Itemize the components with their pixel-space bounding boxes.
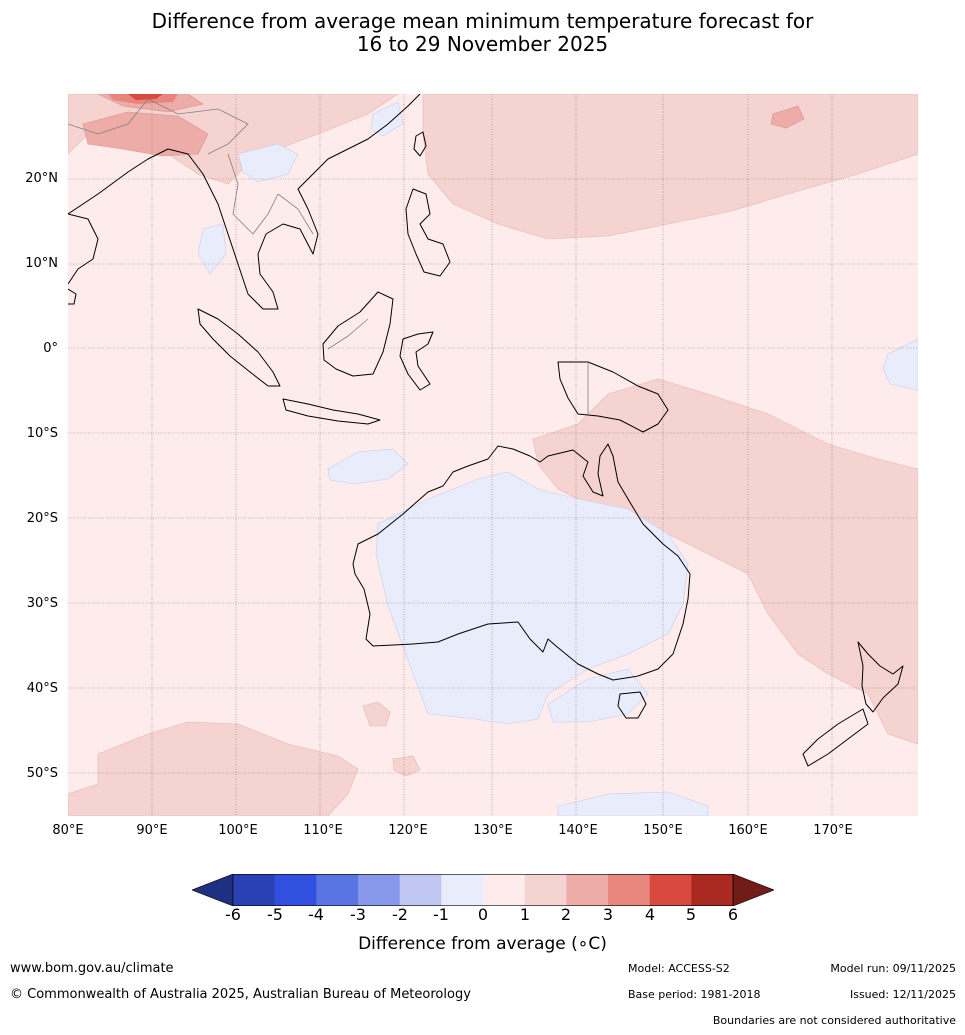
tasmania-coast <box>617 691 647 719</box>
forecast-map <box>68 94 918 816</box>
lat-label-10s: 10°S <box>26 426 58 441</box>
colorbar-tick-3: 3 <box>602 905 614 924</box>
lon-label-150e: 150°E <box>643 823 683 838</box>
colorbar <box>192 874 774 906</box>
country-borders <box>68 98 589 416</box>
colorbar-tick-minus-5: -5 <box>267 905 283 924</box>
india-coast <box>68 213 99 285</box>
anomaly-region-southern-cool <box>557 791 709 816</box>
lon-label-110e: 110°E <box>303 823 343 838</box>
colorbar-label: Difference from average (∘C) <box>358 934 607 954</box>
colorbar-tick-minus-6: -6 <box>225 905 241 924</box>
new-guinea-coast <box>557 361 669 433</box>
asia-mainland-coast <box>68 94 421 310</box>
colorbar-tick-minus-1: -1 <box>433 905 449 924</box>
colorbar-swatch <box>483 874 526 906</box>
lat-label-20n: 20°N <box>25 171 58 186</box>
taiwan-coast <box>413 131 427 157</box>
colorbar-swatch <box>399 874 442 906</box>
lon-label-100e: 100°E <box>218 823 258 838</box>
colorbar-swatch <box>274 874 317 906</box>
colorbar-swatches <box>192 874 774 906</box>
new-zealand-north-coast <box>857 641 904 713</box>
borneo-coast <box>322 291 394 377</box>
colorbar-swatch <box>233 874 276 906</box>
lat-label-30s: 30°S <box>26 596 58 611</box>
anomaly-region-pacific-east-cool <box>882 338 918 391</box>
lon-label-170e: 170°E <box>813 823 853 838</box>
philippines-coast <box>405 188 451 277</box>
colorbar-tick-5: 5 <box>685 905 697 924</box>
anomaly-region-4-5 <box>128 94 163 100</box>
footer-model-run: Model run: 09/11/2025 <box>830 962 956 975</box>
lat-label-50s: 50°S <box>26 766 58 781</box>
footer-copyright: © Commonwealth of Australia 2025, Austra… <box>10 987 471 1002</box>
anomaly-cool-regions <box>197 101 918 816</box>
lat-label-40s: 40°S <box>26 681 58 696</box>
graticule <box>68 94 918 816</box>
lat-label-10n: 10°N <box>25 256 58 271</box>
colorbar-tick-6: 6 <box>727 905 739 924</box>
colorbar-tick-4: 4 <box>644 905 656 924</box>
new-zealand-south-coast <box>802 708 869 767</box>
colorbar-extend-high <box>732 874 774 906</box>
colorbar-extend-low <box>192 874 234 906</box>
anomaly-region-indochina-cool <box>237 143 299 183</box>
lon-label-80e: 80°E <box>52 823 84 838</box>
anomaly-region-australia-cool <box>375 471 689 725</box>
colorbar-tick-2: 2 <box>560 905 572 924</box>
java-coast <box>282 398 381 425</box>
lon-label-130e: 130°E <box>473 823 513 838</box>
anomaly-region-northwest-pacific <box>422 94 918 240</box>
sulawesi-coast <box>399 331 434 391</box>
lon-label-90e: 90°E <box>136 823 168 838</box>
anomaly-region-southern-indian-ocean <box>68 721 359 816</box>
sumatra-coast <box>197 308 281 387</box>
colorbar-tick-1: 1 <box>519 905 531 924</box>
anomaly-region-north-pacific-small <box>770 105 805 129</box>
anomaly-region-nw-cool <box>370 101 404 137</box>
lat-label-20s: 20°S <box>26 511 58 526</box>
colorbar-tick-0: 0 <box>477 905 489 924</box>
colorbar-tick-minus-3: -3 <box>350 905 366 924</box>
colorbar-swatch <box>524 874 567 906</box>
colorbar-swatch <box>608 874 651 906</box>
sri-lanka-coast <box>68 288 77 305</box>
colorbar-swatch <box>316 874 359 906</box>
footer-base-period: Base period: 1981-2018 <box>628 988 761 1001</box>
footer-website[interactable]: www.bom.gov.au/climate <box>10 961 174 976</box>
anomaly-region-indian-ocean-cool <box>327 448 409 485</box>
title-line-2: 16 to 29 November 2025 <box>356 32 609 56</box>
lon-label-160e: 160°E <box>728 823 768 838</box>
colorbar-swatch <box>566 874 609 906</box>
map-svg <box>68 94 918 816</box>
anomaly-region-small-south <box>362 701 391 727</box>
footer-boundaries-note: Boundaries are not considered authoritat… <box>712 1014 956 1027</box>
colorbar-swatch <box>358 874 401 906</box>
footer-issued: Issued: 12/11/2025 <box>849 988 956 1001</box>
title-line-1: Difference from average mean minimum tem… <box>151 9 814 33</box>
colorbar-swatch <box>441 874 484 906</box>
lon-label-120e: 120°E <box>388 823 428 838</box>
anomaly-region-bight-cool <box>547 668 649 723</box>
anomaly-region-southern-china <box>82 111 209 157</box>
lat-label-0: 0° <box>43 341 58 356</box>
map-title: Difference from average mean minimum tem… <box>0 10 965 56</box>
colorbar-tick-minus-2: -2 <box>392 905 408 924</box>
footer-model: Model: ACCESS-S2 <box>628 962 730 975</box>
colorbar-tick-minus-4: -4 <box>308 905 324 924</box>
lon-label-140e: 140°E <box>558 823 598 838</box>
colorbar-outline <box>232 874 734 906</box>
australia-coast <box>352 443 691 681</box>
coastlines <box>68 94 904 767</box>
colorbar-swatch <box>691 874 734 906</box>
colorbar-swatch <box>649 874 692 906</box>
